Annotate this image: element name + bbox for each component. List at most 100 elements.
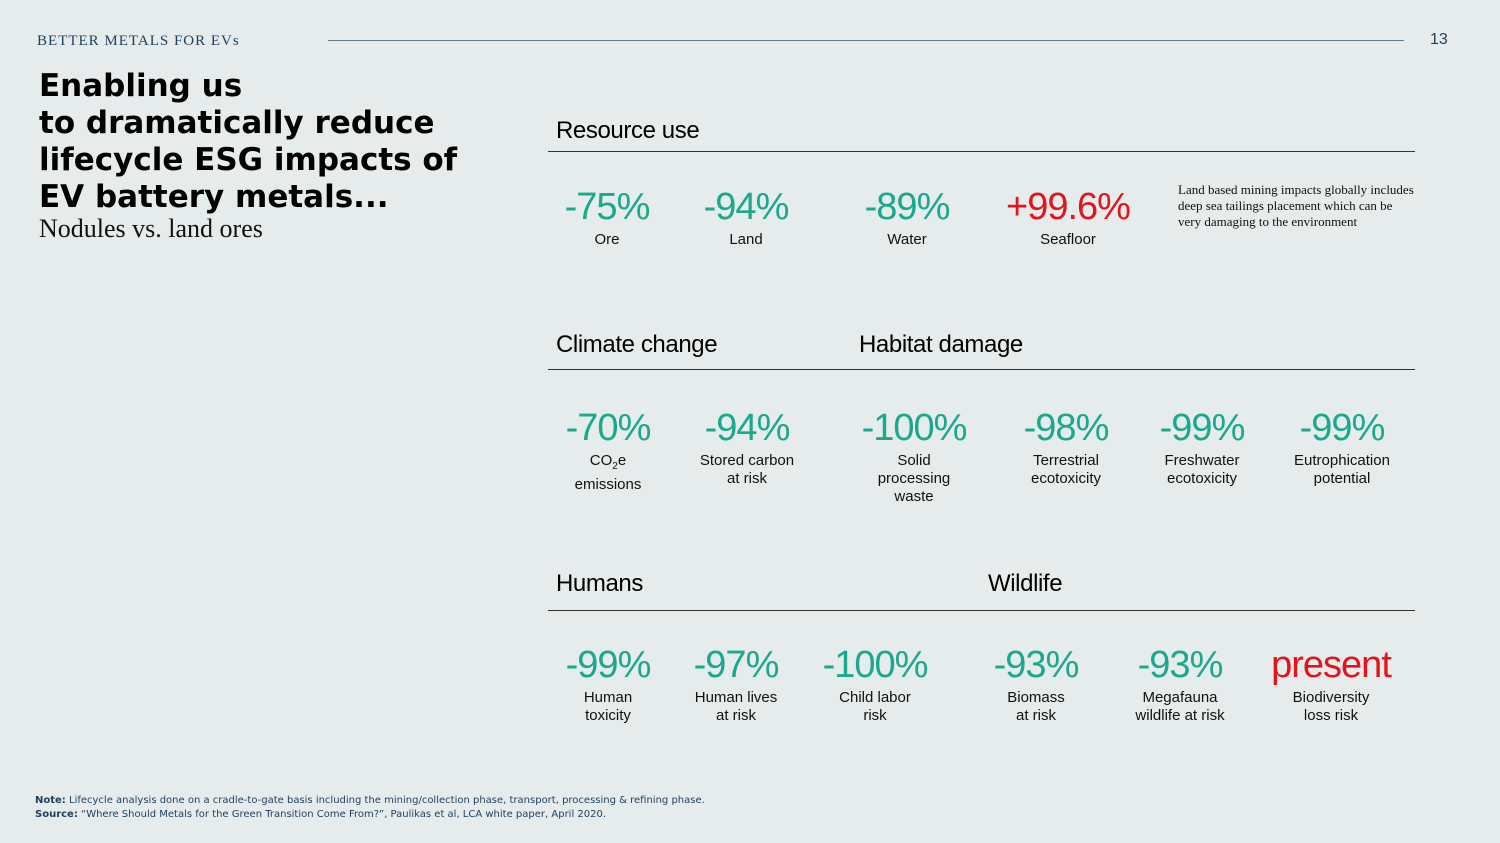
label-text: at risk [715,707,756,724]
title-line: EV battery metals... [39,179,389,215]
section-title-humans: Humans [556,570,643,597]
section-title-climate-change: Climate change [556,331,718,358]
source-line: Source: “Where Should Metals for the Gre… [35,808,705,822]
metric-label: Megafauna wildlife at risk [1112,689,1248,725]
metric-value: -93% [993,644,1080,686]
metric-label: Child labor risk [810,689,940,725]
label-text: wildlife at risk [1135,707,1225,724]
metric-seafloor: +99.6% Seafloor [993,185,1143,249]
section-divider [548,369,1415,370]
metric-value: -70% [565,407,652,449]
label-text: Solid [897,452,931,469]
seafloor-note: Land based mining impacts globally inclu… [1178,182,1414,229]
metric-label: CO2e emissions [548,452,668,494]
metric-value: -94% [704,407,791,449]
metric-child-labor: -100% Child labor risk [810,643,940,725]
metric-water: -89% Water [847,185,967,249]
note-line: Note: Lifecycle analysis done on a cradl… [35,794,705,808]
metric-value: -98% [1023,407,1110,449]
brand-label: BETTER METALS FOR EVs [37,33,240,49]
metric-value: present [1271,644,1392,686]
metric-label: Eutrophication potential [1277,452,1407,488]
source-text: “Where Should Metals for the Green Trans… [77,809,607,820]
metric-value: +99.6% [1006,186,1131,228]
title-line: to dramatically reduce [39,105,435,141]
metric-label: Land [729,231,763,248]
metric-human-lives: -97% Human lives at risk [675,643,797,725]
metric-label: Biodiversity loss risk [1257,689,1405,725]
metric-label: Stored carbon at risk [683,452,811,488]
metric-label: Ore [594,231,620,248]
label-text: Child labor [839,689,911,706]
label-text: Biodiversity [1292,689,1370,706]
source-label: Source: [35,809,78,820]
metric-label: Water [887,231,927,248]
metric-stored-carbon: -94% Stored carbon at risk [683,406,811,488]
label-text: ecotoxicity [1166,470,1238,487]
metric-ore: -75% Ore [547,185,667,249]
label-text: Freshwater [1164,452,1240,469]
title-line: lifecycle ESG impacts of [39,142,458,178]
metric-value: -99% [1299,407,1386,449]
label-text: Human lives [694,689,778,706]
page-subtitle: Nodules vs. land ores [39,214,263,243]
metric-value: -99% [565,644,652,686]
metric-co2-emissions: -70% CO2e emissions [548,406,668,494]
metric-terrestrial-ecotoxicity: -98% Terrestrial ecotoxicity [1006,406,1126,488]
metric-value: -100% [822,644,929,686]
metric-eutrophication: -99% Eutrophication potential [1277,406,1407,488]
section-title-resource-use: Resource use [556,117,700,144]
label-text: processing [877,470,951,487]
metric-value: -89% [864,186,951,228]
label-text: Terrestrial [1033,452,1099,469]
note-text: Lifecycle analysis done on a cradle-to-g… [65,795,705,806]
metric-megafauna: -93% Megafauna wildlife at risk [1112,643,1248,725]
footnote: Note: Lifecycle analysis done on a cradl… [35,794,705,822]
metric-label: Freshwater ecotoxicity [1142,452,1262,488]
label-text: at risk [1015,707,1056,724]
page-title: Enabling us to dramatically reduce lifec… [39,68,499,216]
label-text: at risk [726,470,767,487]
section-divider [548,610,1415,611]
label-text: potential [1313,470,1371,487]
metric-label: Solid processing waste [849,452,979,506]
metric-value: -99% [1159,407,1246,449]
metric-label: Terrestrial ecotoxicity [1006,452,1126,488]
label-text: Human [583,689,633,706]
metric-human-toxicity: -99% Human toxicity [547,643,669,725]
metric-label: Human toxicity [547,689,669,725]
section-title-wildlife: Wildlife [988,570,1063,597]
metric-value: -100% [861,407,968,449]
label-subscript: 2 [612,461,618,472]
page-number: 13 [1430,31,1448,48]
metric-value: -93% [1137,644,1224,686]
metric-label: Biomass at risk [976,689,1096,725]
label-text: loss risk [1303,707,1359,724]
label-text: Stored carbon [699,452,795,469]
metric-solid-waste: -100% Solid processing waste [849,406,979,506]
metric-label: Human lives at risk [675,689,797,725]
metric-biomass: -93% Biomass at risk [976,643,1096,725]
metric-land: -94% Land [686,185,806,249]
metric-biodiversity: present Biodiversity loss risk [1257,643,1405,725]
metric-label: Seafloor [1040,231,1096,248]
metric-value: -75% [564,186,651,228]
metric-value: -94% [703,186,790,228]
header-divider [328,40,1404,41]
note-label: Note: [35,795,66,806]
title-line: Enabling us [39,68,243,104]
label-text: risk [863,707,887,724]
section-title-habitat-damage: Habitat damage [859,331,1023,358]
metric-value: -97% [693,644,780,686]
label-text: waste [894,488,934,505]
label-text: CO [589,452,613,469]
label-text: toxicity [585,707,631,724]
label-text: Biomass [1007,689,1065,706]
label-text: Eutrophication [1294,452,1390,469]
label-text: Megafauna [1142,689,1218,706]
label-text: emissions [574,476,642,493]
metric-freshwater-ecotoxicity: -99% Freshwater ecotoxicity [1142,406,1262,488]
label-text: e [617,452,627,469]
label-text: ecotoxicity [1030,470,1102,487]
section-divider [548,151,1415,152]
